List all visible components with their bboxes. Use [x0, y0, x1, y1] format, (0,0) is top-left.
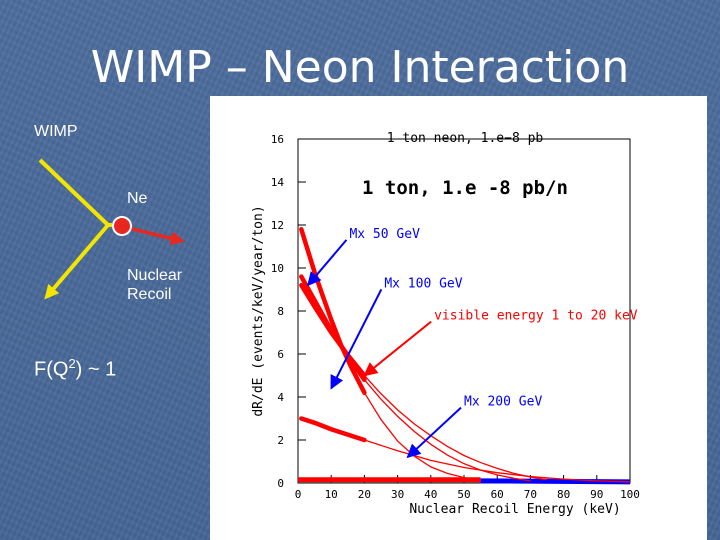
- recoil-arrow: [123, 225, 185, 246]
- incoming-wimp-line: [38, 158, 110, 227]
- plot-overlay-title: 1 ton, 1.e -8 pb/n: [360, 176, 570, 200]
- y-tick-label-8: 16: [271, 133, 284, 146]
- x-tick-label-6: 60: [491, 488, 504, 501]
- y-tick-label-6: 12: [271, 219, 284, 232]
- annotation-arrow-2: [363, 320, 432, 377]
- annotation-label-3: Mx 200 GeV: [464, 395, 542, 410]
- y-tick-label-2: 4: [277, 391, 284, 404]
- annotation-arrow-3: [406, 406, 462, 459]
- y-tick-label-5: 10: [271, 262, 284, 275]
- x-tick-label-0: 0: [295, 488, 302, 501]
- y-tick-label-4: 8: [277, 305, 284, 318]
- x-tick-label-4: 40: [424, 488, 437, 501]
- y-tick-label-7: 14: [271, 176, 285, 189]
- annotation-arrow-1: [330, 288, 383, 390]
- x-tick-label-10: 100: [620, 488, 640, 501]
- neon-label: Ne: [127, 190, 148, 207]
- x-tick-label-5: 50: [457, 488, 470, 501]
- neon-nucleus: [112, 216, 132, 236]
- form-factor-exponent: 2: [68, 356, 76, 371]
- x-tick-label-8: 80: [557, 488, 570, 501]
- nuclear-recoil-label: Nuclear Recoil: [127, 267, 183, 303]
- form-factor-base: F(Q: [34, 358, 69, 381]
- x-tick-label-7: 70: [524, 488, 537, 501]
- form-factor-label: F(Q2) ~ 1: [34, 352, 116, 382]
- series-highlight-3: [299, 282, 367, 378]
- x-tick-label-9: 90: [590, 488, 603, 501]
- series-line-2: [301, 417, 631, 483]
- recoil-spectrum-plot: 1 ton neon, 1.e−8 pb Nuclear Recoil Energ…: [210, 96, 707, 540]
- outgoing-wimp-line: [44, 223, 110, 300]
- annotation-arrow-0: [307, 239, 348, 287]
- form-factor-rest: ) ~ 1: [75, 358, 117, 381]
- x-axis-label: Nuclear Recoil Energy (keV): [409, 502, 620, 517]
- annotation-label-2: visible energy 1 to 20 keV: [434, 309, 638, 324]
- series-highlight-0: [299, 227, 367, 395]
- slide-title: WIMP – Neon Interaction: [90, 42, 630, 93]
- annotation-label-1: Mx 100 GeV: [384, 276, 462, 291]
- y-axis-label: dR/dE (events/keV/year/ton): [251, 205, 266, 416]
- y-tick-label-0: 0: [277, 477, 284, 490]
- x-tick-label-3: 30: [391, 488, 404, 501]
- wimp-label: WIMP: [34, 123, 78, 140]
- x-tick-label-1: 10: [325, 488, 338, 501]
- annotation-label-0: Mx 50 GeV: [349, 227, 420, 242]
- series-highlight-2: [299, 416, 367, 443]
- y-tick-label-1: 2: [277, 434, 284, 447]
- x-tick-label-2: 20: [358, 488, 371, 501]
- y-tick-label-3: 6: [277, 348, 284, 361]
